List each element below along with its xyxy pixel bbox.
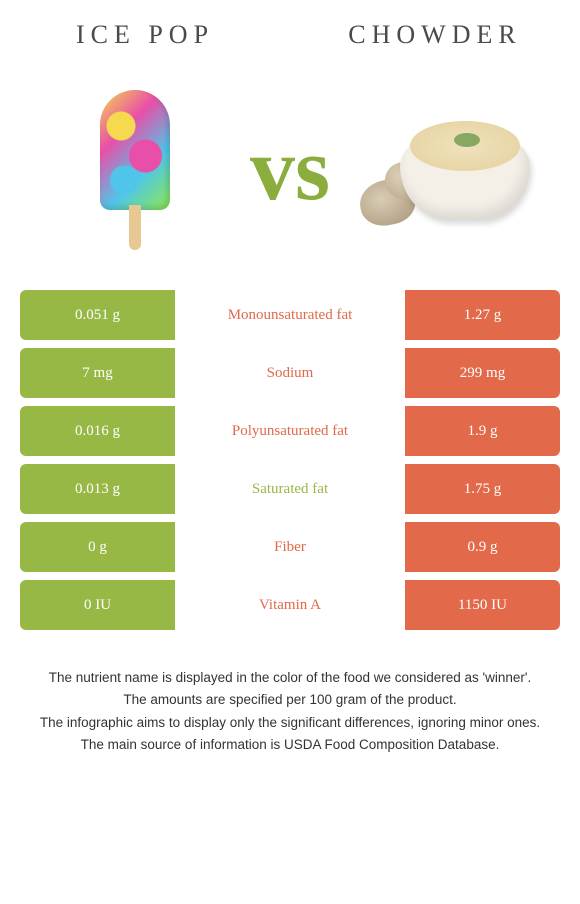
left-value: 7 mg [20,348,175,398]
right-title: CHOWDER [290,20,580,50]
nutrient-label: Polyunsaturated fat [175,406,405,456]
table-row: 0.013 gSaturated fat1.75 g [20,464,560,514]
comparison-table: 0.051 gMonounsaturated fat1.27 g 7 mgSodi… [0,290,580,630]
right-value: 1.27 g [405,290,560,340]
table-row: 7 mgSodium299 mg [20,348,560,398]
footer-notes: The nutrient name is displayed in the co… [0,638,580,755]
right-value: 1.75 g [405,464,560,514]
footer-line-1: The nutrient name is displayed in the co… [20,668,560,688]
nutrient-label: Saturated fat [175,464,405,514]
right-value: 1.9 g [405,406,560,456]
vs-label: vs [250,125,330,215]
nutrient-label: Monounsaturated fat [175,290,405,340]
left-value: 0.016 g [20,406,175,456]
footer-line-2: The amounts are specified per 100 gram o… [20,690,560,710]
nutrient-label: Fiber [175,522,405,572]
left-value: 0.013 g [20,464,175,514]
nutrient-label: Sodium [175,348,405,398]
right-value: 1150 IU [405,580,560,630]
footer-line-3: The infographic aims to display only the… [20,713,560,733]
footer-line-4: The main source of information is USDA F… [20,735,560,755]
left-value: 0 g [20,522,175,572]
right-value: 0.9 g [405,522,560,572]
left-value: 0.051 g [20,290,175,340]
chowder-image [340,80,550,260]
ice-pop-image [30,80,240,260]
table-row: 0.016 gPolyunsaturated fat1.9 g [20,406,560,456]
right-value: 299 mg [405,348,560,398]
table-row: 0.051 gMonounsaturated fat1.27 g [20,290,560,340]
nutrient-label: Vitamin A [175,580,405,630]
left-value: 0 IU [20,580,175,630]
left-title: ICE POP [0,20,290,50]
table-row: 0 IUVitamin A1150 IU [20,580,560,630]
images-row: vs [0,60,580,290]
titles-row: ICE POP CHOWDER [0,0,580,60]
table-row: 0 gFiber0.9 g [20,522,560,572]
